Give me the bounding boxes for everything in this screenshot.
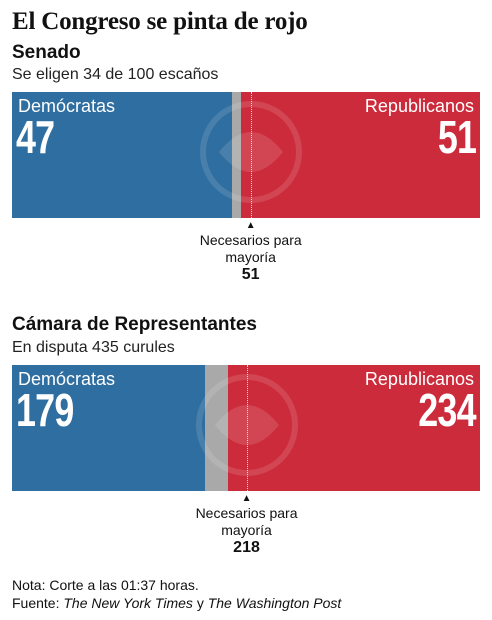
senate-rep-label: Republicanos <box>364 96 474 116</box>
senate-dem-label: Demócratas <box>18 96 116 116</box>
senate-majority-line <box>250 92 252 218</box>
senate-undecided-bar <box>231 92 242 218</box>
house-dem-label: Demócratas <box>18 369 116 389</box>
house-title: Cámara de Representantes <box>12 314 257 335</box>
source-and: y <box>192 595 208 611</box>
senate-dem-bar <box>12 92 232 218</box>
house-majority-label: Necesarios para mayoría <box>195 505 298 538</box>
house-dem-bar <box>12 365 205 491</box>
footnote: Nota: Corte a las 01:37 horas. <box>12 577 199 593</box>
source-line: Fuente: The New York Times y The Washing… <box>12 595 341 611</box>
triangle-up-icon: ▲ <box>245 220 256 231</box>
senate-rep-value: 51 <box>437 111 477 163</box>
house-rep-bar <box>228 365 480 491</box>
house-undecided-bar <box>204 365 229 491</box>
house-dem-value: 179 <box>16 384 74 436</box>
source-wapo: The Washington Post <box>207 595 342 611</box>
senate-majority-marker: ▲ Necesarios para mayoría 51 <box>196 220 306 283</box>
senate-bar: Demócratas Republicanos 47 51 ▲ Necesari… <box>12 92 480 283</box>
triangle-up-icon: ▲ <box>241 493 252 504</box>
house-rep-value: 234 <box>418 384 476 436</box>
page-title: El Congreso se pinta de rojo <box>12 8 308 35</box>
senate-subtitle: Se eligen 34 de 100 escaños <box>12 66 219 83</box>
house-bar: Demócratas Republicanos 179 234 ▲ Necesa… <box>12 365 480 556</box>
senate-dem-value: 47 <box>16 111 55 163</box>
house-majority-value: 218 <box>233 539 260 556</box>
senate-majority-label: Necesarios para mayoría <box>199 232 302 265</box>
source-nyt: The New York Times <box>63 595 193 611</box>
senate-rep-bar <box>241 92 480 218</box>
senate-majority-value: 51 <box>241 266 260 283</box>
source-prefix: Fuente: <box>12 595 64 611</box>
house-majority-marker: ▲ Necesarios para mayoría 218 <box>192 493 302 556</box>
senate-title: Senado <box>12 42 81 63</box>
house-subtitle: En disputa 435 curules <box>12 339 175 356</box>
house-majority-line <box>246 365 248 491</box>
house-rep-label: Republicanos <box>364 369 474 389</box>
